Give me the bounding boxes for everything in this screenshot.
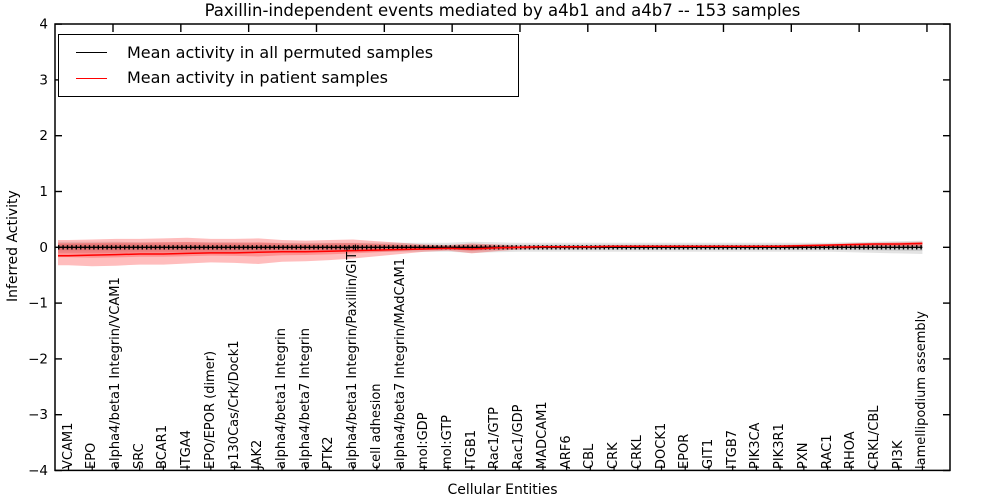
y-tick-label: −3	[28, 407, 48, 423]
legend-line-sample-red	[76, 77, 107, 79]
y-tick-label: 3	[39, 72, 48, 88]
chart-title: Paxillin-independent events mediated by …	[204, 1, 801, 20]
y-tick-label: −2	[28, 351, 48, 367]
patient-mean-line	[58, 242, 923, 257]
legend-line-sample-black	[76, 52, 107, 54]
y-axis-label: Inferred Activity	[5, 190, 21, 302]
patient-band-outer	[58, 237, 923, 267]
y-tick-label: −1	[28, 296, 48, 312]
legend-label: Mean activity in all permuted samples	[127, 42, 434, 62]
y-tick-label: −4	[28, 463, 48, 479]
y-tick-label: 1	[39, 184, 48, 200]
y-tick-label: 2	[39, 128, 48, 144]
x-axis-label: Cellular Entities	[447, 482, 558, 498]
legend-entry-permuted: Mean activity in all permuted samples	[59, 42, 518, 62]
legend-label: Mean activity in patient samples	[127, 68, 388, 88]
legend-entry-patient: Mean activity in patient samples	[59, 70, 518, 86]
legend: Mean activity in all permuted samples Me…	[58, 34, 519, 97]
y-tick-label: 0	[39, 240, 48, 256]
y-tick-label: 4	[39, 17, 48, 33]
